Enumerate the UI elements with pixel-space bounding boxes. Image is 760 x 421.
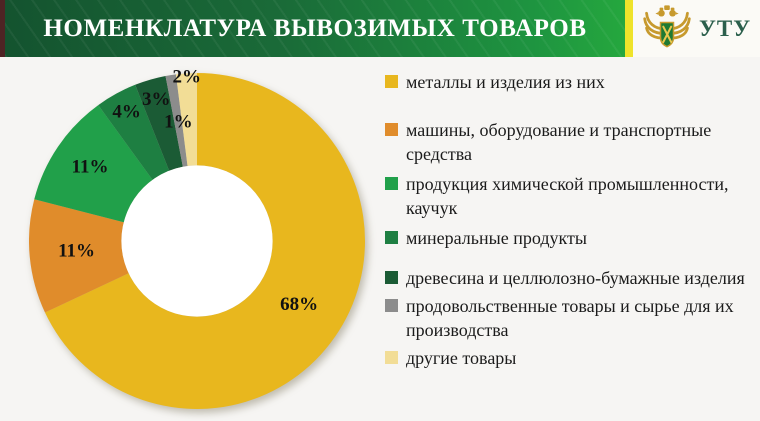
pie-data-label-3: 11% xyxy=(72,157,109,178)
donut-chart-svg: 68% 11% 11% 4%3%1% 2% xyxy=(29,67,366,409)
legend-item-5: древесина и целлюлозно-бумажные изделия xyxy=(385,266,757,290)
legend-swatch xyxy=(385,351,398,364)
logo-panel: УТУ xyxy=(633,0,760,57)
legend-swatch xyxy=(385,271,398,284)
legend-item-3: продукция химической промышленности, кау… xyxy=(385,172,757,220)
pie-slice-5 xyxy=(135,75,183,171)
page-title: НОМЕНКЛАТУРА ВЫВОЗИМЫХ ТОВАРОВ xyxy=(43,14,587,42)
pie-slice-6 xyxy=(165,74,188,167)
pie-slice-3 xyxy=(34,105,153,223)
pie-data-label-4: 4% xyxy=(112,101,141,122)
legend-item-label: минеральные продукты xyxy=(406,228,587,248)
donut-hole xyxy=(121,165,273,317)
left-edge-stripe xyxy=(0,0,5,57)
header-banner: НОМЕНКЛАТУРА ВЫВОЗИМЫХ ТОВАРОВ xyxy=(0,0,760,57)
legend-item-6: продовольственные товары и сырье для их … xyxy=(385,294,757,342)
legend-item-1: металлы и изделия из них xyxy=(385,70,757,94)
donut-chart: 68% 11% 11% 4% 3% 1% 2% xyxy=(8,60,388,416)
chart-legend: металлы и изделия из них машины, оборудо… xyxy=(385,70,757,370)
yellow-accent-stripe xyxy=(625,0,633,57)
legend-item-2: машины, оборудование и транспортные сред… xyxy=(385,118,757,166)
legend-swatch xyxy=(385,123,398,136)
legend-swatch xyxy=(385,299,398,312)
pie-slice-1 xyxy=(44,73,366,409)
legend-swatch xyxy=(385,231,398,244)
legend-swatch xyxy=(385,177,398,190)
legend-item-7: другие товары xyxy=(385,346,757,370)
legend-item-label: металлы и изделия из них xyxy=(406,72,605,92)
pie-slice-4 xyxy=(98,84,170,180)
legend-item-label: древесина и целлюлозно-бумажные изделия xyxy=(406,268,745,288)
legend-item-4: минеральные продукты xyxy=(385,226,757,250)
org-abbr-label: УТУ xyxy=(699,15,752,41)
pie-data-label-1: 68% xyxy=(280,294,318,315)
legend-swatch xyxy=(385,75,398,88)
pie-slice-7 xyxy=(175,72,197,166)
pie-data-label-6: 1% xyxy=(164,112,193,133)
title-banner: НОМЕНКЛАТУРА ВЫВОЗИМЫХ ТОВАРОВ xyxy=(5,0,625,57)
legend-item-label: машины, оборудование и транспортные сред… xyxy=(406,120,712,164)
pie-slice-2 xyxy=(29,199,129,313)
pie-data-label-2: 11% xyxy=(58,241,95,262)
customs-eagle-icon xyxy=(643,4,691,47)
legend-item-label: продовольственные товары и сырье для их … xyxy=(406,296,734,340)
legend-item-label: другие товары xyxy=(406,348,517,368)
legend-item-label: продукция химической промышленности, кау… xyxy=(406,174,729,218)
pie-data-label-7: 2% xyxy=(173,67,202,88)
pie-data-label-5: 3% xyxy=(142,89,171,110)
